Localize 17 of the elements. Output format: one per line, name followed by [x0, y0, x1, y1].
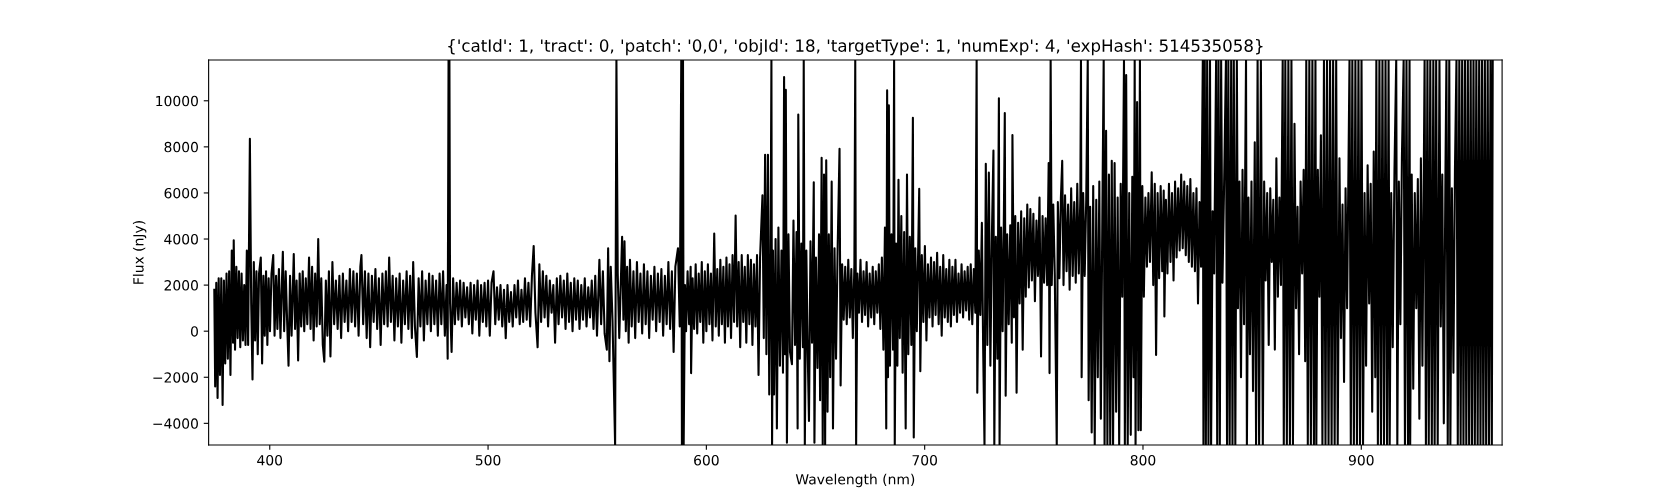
x-tick-label: 700 [912, 454, 938, 466]
x-tick-label: 600 [694, 454, 719, 466]
y-tick-label: −2000 [153, 372, 198, 383]
y-tick-label: −4000 [153, 418, 198, 429]
y-tick-label: 4000 [164, 233, 198, 245]
y-tick-label: 2000 [164, 280, 198, 291]
y-tick-label: 0 [190, 326, 198, 337]
y-axis-title: Flux (nJy) [132, 221, 147, 284]
x-tick-label: 800 [1130, 454, 1156, 466]
chart-title: {'catId': 1, 'tract': 0, 'patch': '0,0', 'objId': 18, 'targetType': 1, 'numExp': 4, 'expHash': 514535058} [448, 39, 1263, 56]
x-tick-label: 900 [1348, 454, 1374, 466]
x-axis-title: Wavelength (nm) [795, 473, 915, 488]
y-tick-label: 10000 [156, 95, 198, 107]
y-tick-label: 8000 [164, 141, 198, 153]
x-tick-label: 400 [257, 454, 283, 466]
y-tick-label: 6000 [164, 187, 198, 199]
x-tick-label: 500 [475, 454, 501, 466]
